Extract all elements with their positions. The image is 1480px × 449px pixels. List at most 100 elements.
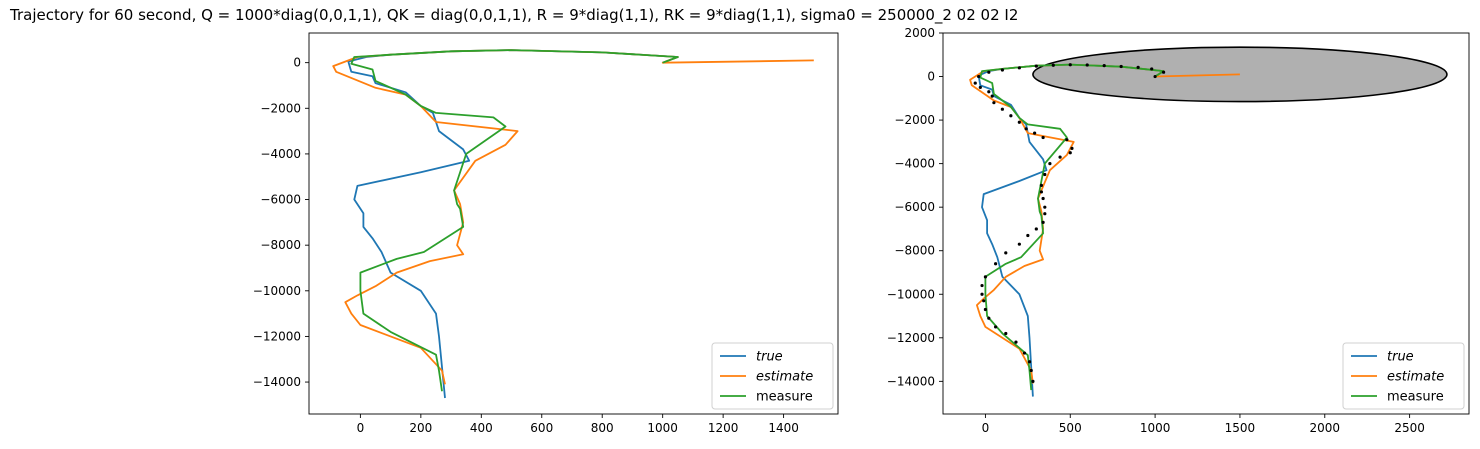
plot-area (969, 46, 1448, 397)
measurement-point (994, 262, 998, 266)
measurement-point (1014, 340, 1018, 344)
covariance-ellipse (1032, 46, 1448, 103)
measurement-point (1102, 64, 1106, 68)
x-tick-label: 1200 (708, 421, 739, 435)
left-trajectory-plot: 0 200 400 600 800 1000 1200 1400 0 −2000 −4000 −600… (253, 32, 839, 435)
measurement-point (1068, 63, 1072, 67)
legend: true estimate measure (1342, 342, 1465, 410)
x-tick-label: 2000 (1310, 421, 1341, 435)
measurement-point (987, 316, 991, 320)
measurement-point (1070, 146, 1074, 150)
measurement-point (987, 90, 991, 94)
x-tick-label: 500 (1059, 421, 1082, 435)
legend-label-true: true (1387, 350, 1414, 365)
measurement-point (983, 307, 988, 312)
x-tick-label: 1500 (1225, 421, 1256, 435)
measurement-point (1153, 74, 1157, 79)
y-tick-label: −12000 (887, 331, 935, 345)
series-line-true (977, 63, 1165, 397)
measurement-point (1041, 135, 1045, 140)
measurement-point (1068, 151, 1072, 155)
measurement-point (1051, 63, 1055, 67)
x-tick-label: 600 (530, 421, 553, 435)
series-line-estimate (332, 49, 814, 385)
y-tick-label: −4000 (260, 147, 301, 161)
measurement-point (1043, 172, 1047, 177)
y-tick-label: 2000 (904, 26, 935, 40)
series-line-measure (350, 49, 679, 392)
series-line-estimate (969, 63, 1240, 384)
y-tick-label: 0 (293, 56, 301, 70)
y-tick-label: 0 (927, 70, 935, 84)
measurement-point (1034, 227, 1038, 231)
measurement-point (1017, 242, 1021, 246)
legend-label-estimate: estimate (1387, 370, 1444, 385)
measurement-point (1004, 251, 1008, 255)
measurement-point (1043, 212, 1047, 216)
x-tick-label: 1000 (647, 421, 678, 435)
legend-box (711, 342, 834, 410)
right-trajectory-plot: 0 500 1000 1500 2000 2500 2000 0 −2000 −4000 −6000… (887, 26, 1470, 435)
y-tick-label: −4000 (894, 157, 935, 171)
measurement-point (1039, 183, 1044, 187)
measurement-point (992, 101, 996, 105)
x-tick-label: 0 (357, 421, 365, 435)
measurement-point (982, 299, 986, 303)
measurement-point (1024, 127, 1028, 131)
y-tick-label: −6000 (260, 193, 301, 207)
measurement-point (1017, 66, 1021, 70)
measurement-point (977, 74, 981, 79)
legend-label-measure: measure (756, 390, 813, 405)
measurement-point (973, 81, 977, 85)
y-tick-label: −8000 (894, 244, 935, 258)
measurement-point (1058, 155, 1062, 159)
x-tick-label: 1400 (768, 421, 799, 435)
measurement-point (1027, 360, 1032, 364)
measurement-point (1009, 114, 1013, 118)
measurement-point (1041, 220, 1045, 225)
y-tick-label: −8000 (260, 238, 301, 252)
measurement-point (1004, 331, 1008, 336)
measurement-point (1017, 120, 1021, 124)
legend-label-estimate: estimate (756, 370, 813, 385)
measurement-point (1119, 64, 1123, 69)
y-tick-label: −14000 (887, 374, 935, 388)
legend-box (1342, 342, 1465, 410)
legend-label-true: true (756, 350, 783, 365)
measurement-point (1039, 190, 1044, 194)
measurement-point (1150, 67, 1154, 71)
measurement-point (1034, 64, 1038, 68)
figure-title: Trajectory for 60 second, Q = 1000*diag(… (9, 6, 1018, 25)
measurement-point (980, 292, 984, 296)
series-line-measure (979, 63, 1165, 391)
measurement-point (990, 94, 994, 98)
measurement-point (1085, 63, 1089, 67)
y-tick-label: −12000 (253, 329, 301, 343)
measurement-point (983, 275, 988, 279)
legend-label-measure: measure (1387, 390, 1444, 405)
y-tick-label: −10000 (253, 284, 301, 298)
measurement-point (1026, 233, 1030, 238)
measurement-point (1000, 107, 1004, 111)
plot-area (332, 49, 814, 399)
y-tick-label: −14000 (253, 375, 301, 389)
x-tick-label: 400 (470, 421, 493, 435)
measurement-point (1065, 138, 1069, 142)
measurement-point (1048, 162, 1052, 166)
measurement-point (1000, 68, 1004, 72)
axes-frame (942, 32, 1470, 415)
y-tick-label: −2000 (894, 113, 935, 127)
y-tick-label: −10000 (887, 287, 935, 301)
measurement-point (1136, 65, 1140, 69)
measurement-point (1022, 351, 1027, 355)
x-tick-label: 0 (982, 421, 990, 435)
measurement-point (978, 85, 982, 90)
series-line-true (347, 49, 679, 399)
axes-frame (308, 32, 839, 415)
y-tick-label: −6000 (894, 200, 935, 214)
measurement-point (1041, 196, 1045, 201)
x-tick-label: 2500 (1394, 421, 1425, 435)
legend: true estimate measure (711, 342, 834, 410)
x-tick-label: 800 (591, 421, 614, 435)
